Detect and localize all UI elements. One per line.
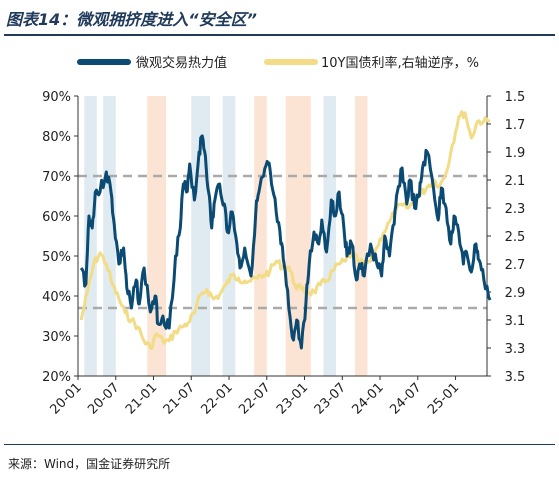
source-rule <box>4 444 555 445</box>
y-right-tick-label: 1.5 <box>505 90 526 105</box>
x-tick-label: 24-07 <box>387 380 424 417</box>
x-tick-label: 22-07 <box>236 380 273 417</box>
x-tick-label: 20-01 <box>48 380 85 417</box>
y-left-tick-label: 30% <box>42 330 71 345</box>
y-left-tick-label: 40% <box>42 290 71 305</box>
x-tick-label: 24-01 <box>350 380 387 417</box>
y-left-tick-label: 60% <box>42 210 71 225</box>
shaded-band-7 <box>323 96 336 376</box>
y-right-tick-label: 2.9 <box>505 286 526 301</box>
y-right-tick-label: 3.5 <box>505 370 526 385</box>
y-right-tick-label: 2.5 <box>505 230 526 245</box>
x-tick-label: 21-07 <box>161 380 198 417</box>
y-right-tick-label: 3.3 <box>505 342 526 357</box>
y-right-tick-label: 3.1 <box>505 314 526 329</box>
x-tick-label: 23-01 <box>274 380 311 417</box>
y-right-tick-label: 2.7 <box>505 258 526 273</box>
y-right-tick-label: 2.3 <box>505 202 526 217</box>
y-left-tick-label: 50% <box>42 250 71 265</box>
shaded-band-1 <box>103 96 116 376</box>
legend-label-heat: 微观交易热力值 <box>136 55 227 71</box>
shaded-band-0 <box>84 96 97 376</box>
y-right-tick-label: 1.7 <box>505 118 526 133</box>
series-lines <box>79 110 492 350</box>
series-line-bond-yield <box>79 110 491 350</box>
y-right-tick-label: 1.9 <box>505 146 526 161</box>
shaded-band-8 <box>354 96 368 376</box>
reference-lines <box>78 174 487 310</box>
title-rule <box>4 34 555 36</box>
figure-title: 图表14：微观拥挤度进入“安全区” <box>6 10 257 29</box>
y-left-tick-label: 70% <box>42 170 71 185</box>
x-tick-label: 20-07 <box>85 380 122 417</box>
source-note: 来源：Wind，国金证券研究所 <box>8 457 171 471</box>
y-right-tick-label: 2.1 <box>505 174 526 189</box>
x-tick-label: 21-01 <box>123 380 160 417</box>
series-line-heat <box>79 134 492 350</box>
legend: 微观交易热力值 10Y国债利率,右轴逆序，% <box>77 55 479 71</box>
x-tick-label: 25-01 <box>425 380 462 417</box>
legend-label-bond-yield: 10Y国债利率,右轴逆序，% <box>321 55 479 71</box>
shaded-band-5 <box>254 96 267 376</box>
y-left-tick-label: 20% <box>42 370 71 385</box>
y-left-tick-label: 90% <box>42 90 71 105</box>
y-left-tick-label: 80% <box>42 130 71 145</box>
x-tick-label: 22-01 <box>199 380 236 417</box>
shaded-band-4 <box>222 96 236 376</box>
chart: 20% 30% 40% 50% 60% 70% 80% 90% 1.5 1.7 1.9 2.1 2.3 2… <box>42 55 526 418</box>
x-tick-label: 23-07 <box>312 380 349 417</box>
shaded-bands <box>84 96 368 376</box>
